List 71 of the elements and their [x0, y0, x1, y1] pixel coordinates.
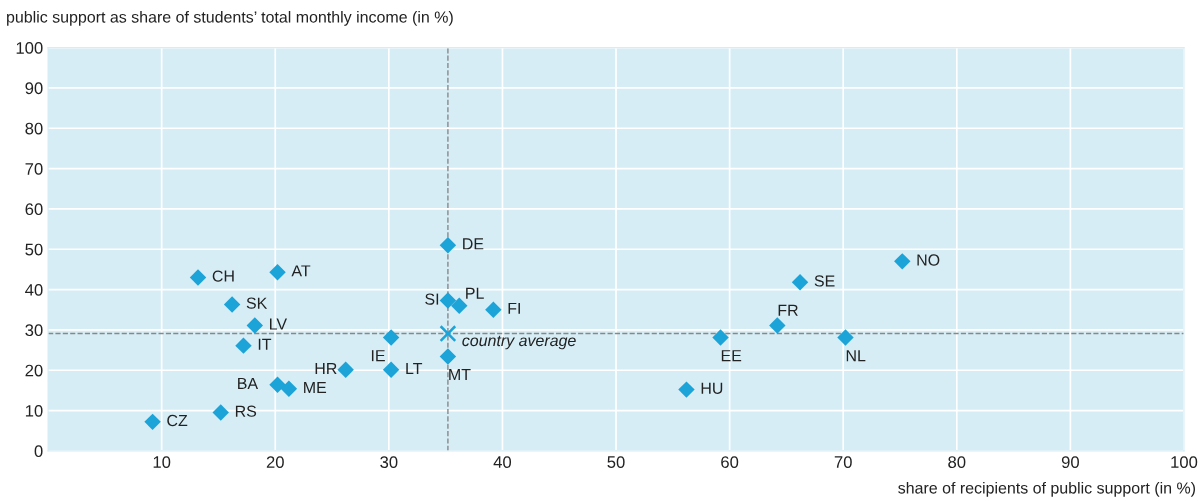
point: [439, 292, 457, 309]
point: [235, 337, 252, 354]
point: [439, 348, 457, 365]
point: [212, 404, 229, 421]
y-tick-label: 60: [25, 203, 43, 216]
annotation: country average: [462, 335, 576, 350]
point: [337, 361, 354, 379]
annotation: FI: [508, 302, 520, 314]
annotation: DE: [463, 238, 484, 250]
annotation: CZ: [167, 414, 188, 427]
annotation: EE: [721, 350, 742, 362]
annotation: IT: [258, 338, 272, 350]
annotation: LT: [406, 362, 423, 374]
annotation: SK: [246, 297, 268, 309]
y-tick-label: 80: [25, 122, 43, 135]
y-tick-label: 90: [25, 82, 43, 95]
y-tick-label: 40: [25, 283, 43, 296]
annotation: PL: [466, 287, 484, 299]
annotation: MT: [449, 369, 471, 381]
annotation: FR: [778, 304, 798, 316]
annotation: NO: [917, 254, 940, 266]
annotation: IE: [371, 350, 385, 362]
x-tick-label: 80: [948, 456, 966, 468]
point: [269, 264, 286, 281]
point: [223, 296, 241, 313]
annotation: AT: [291, 265, 311, 277]
point: [837, 329, 854, 346]
point: [382, 361, 400, 379]
annotation: CH: [212, 270, 234, 282]
x-tick-label: 10: [153, 456, 171, 468]
y-axis-title: public support as share of students’ total monthly income (in %): [7, 10, 453, 26]
x-tick-label: 20: [266, 456, 284, 468]
x-tick-label: 40: [493, 456, 512, 468]
annotation: SE: [814, 275, 835, 287]
annotation: NL: [846, 350, 866, 362]
x-axis-title: share of recipients of public support (in %): [898, 481, 1196, 497]
annotation: RS: [235, 405, 257, 417]
y-tick-label: 100: [16, 42, 43, 54]
point: [382, 329, 400, 346]
x-tick-label: 100: [1171, 456, 1198, 468]
y-tick-label: 70: [25, 162, 43, 175]
point: [246, 317, 264, 334]
point: [678, 381, 695, 398]
point: [189, 269, 207, 286]
y-tick-label: 10: [25, 404, 43, 417]
x-tick-label: 30: [380, 456, 398, 468]
point: [712, 329, 729, 346]
x-tick-label: 50: [607, 456, 625, 468]
point: [485, 301, 502, 318]
annotation: SI: [425, 293, 439, 305]
annotation: HU: [701, 382, 723, 394]
x-tick-label: 90: [1061, 456, 1079, 468]
annotation: LV: [270, 318, 287, 330]
x-tick-label: 60: [721, 456, 739, 468]
x-tick-label: 70: [834, 456, 852, 468]
y-tick-label: 30: [25, 324, 43, 337]
y-tick-label: 0: [34, 445, 43, 458]
point: [769, 317, 786, 334]
annotation: HR: [315, 362, 337, 374]
point: [439, 325, 457, 343]
y-tick-label: 50: [25, 243, 43, 256]
annotation: BA: [238, 377, 259, 389]
point: [894, 253, 911, 270]
point: [451, 297, 468, 314]
point: [144, 413, 161, 431]
point: [439, 237, 457, 254]
annotation: ME: [304, 381, 327, 393]
y-tick-label: 20: [25, 364, 43, 377]
point: [280, 380, 298, 398]
point: [269, 376, 286, 393]
point: [791, 274, 809, 291]
